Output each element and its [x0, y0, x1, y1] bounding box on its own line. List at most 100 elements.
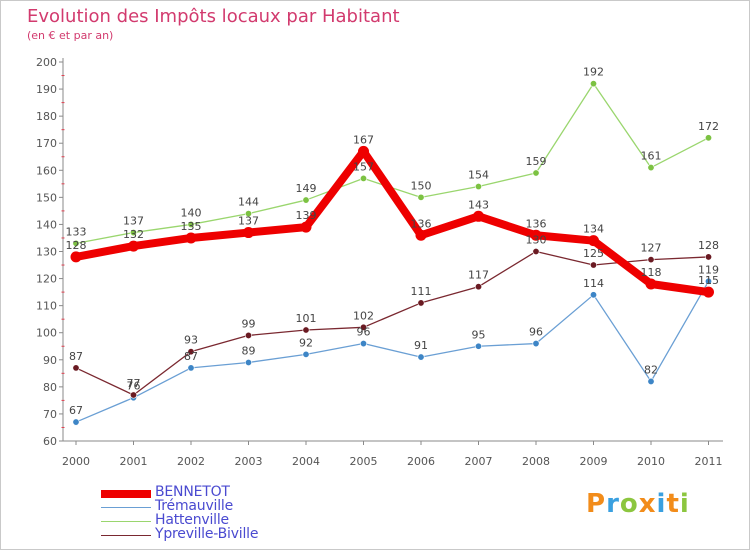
data-point-ypreville-biville [72, 364, 80, 372]
chart-axes: 60 70 80 90 100 110 120 130 140 150 160 170 180 190 20… [36, 56, 723, 468]
data-label-tremauville: 92 [299, 336, 313, 349]
data-label-hattenville: 157 [353, 160, 374, 173]
data-label-ypreville-biville: 130 [526, 234, 547, 247]
data-label-tremauville: 67 [69, 404, 83, 417]
data-point-ypreville-biville [417, 299, 425, 307]
data-label-ypreville-biville: 77 [127, 377, 141, 390]
data-label-hattenville: 144 [238, 196, 259, 209]
logo-letter: x [638, 489, 657, 519]
data-point-bennetot [415, 229, 427, 241]
data-label-tremauville: 95 [472, 328, 486, 341]
data-label-ypreville-biville: 111 [411, 285, 432, 298]
data-label-bennetot: 128 [66, 239, 87, 252]
y-minor-tick [61, 102, 65, 104]
legend-swatch-ypreville-biville [101, 535, 151, 536]
logo-letter: i [656, 489, 667, 519]
data-label-tremauville: 91 [414, 339, 428, 352]
legend-label-hattenville: Hattenville [155, 512, 229, 528]
data-label-tremauville: 82 [644, 363, 658, 376]
legend-label-tremauville: Trémauville [155, 498, 234, 514]
data-label-bennetot: 143 [468, 198, 489, 211]
data-point-bennetot [358, 145, 369, 157]
y-minor-tick [61, 156, 65, 158]
y-minor-tick [61, 318, 65, 320]
chart-series [70, 80, 714, 426]
series-line-ypreville-biville [75, 250, 710, 396]
y-minor-tick [61, 75, 65, 77]
data-label-hattenville: 192 [583, 66, 604, 79]
data-point-bennetot [588, 235, 599, 247]
data-label-hattenville: 161 [641, 150, 662, 163]
data-label-ypreville-biville: 102 [353, 309, 374, 322]
data-label-bennetot: 139 [296, 209, 317, 222]
x-tick-label: 2009 [580, 455, 608, 468]
data-point-hattenville [417, 193, 425, 201]
data-point-hattenville [704, 134, 712, 142]
data-point-bennetot [473, 210, 484, 222]
data-label-ypreville-biville: 99 [242, 317, 256, 330]
data-point-ypreville-biville [302, 326, 310, 334]
data-label-bennetot: 118 [641, 266, 662, 279]
data-label-tremauville: 89 [242, 344, 256, 357]
data-point-tremauville [302, 350, 310, 358]
y-tick-label: 60 [43, 435, 57, 448]
data-label-hattenville: 154 [468, 169, 489, 182]
data-point-hattenville [589, 80, 597, 88]
data-point-ypreville-biville [532, 248, 540, 256]
data-point-bennetot [185, 232, 197, 244]
data-label-bennetot: 136 [411, 217, 432, 230]
y-tick-label: 80 [43, 381, 57, 394]
data-label-ypreville-biville: 125 [583, 247, 604, 260]
x-tick-label: 2007 [465, 455, 493, 468]
x-tick-label: 2000 [62, 455, 90, 468]
y-tick-label: 120 [36, 273, 57, 286]
data-label-ypreville-biville: 93 [184, 334, 198, 347]
logo-letter: P [586, 489, 607, 519]
x-tick-label: 2010 [637, 455, 665, 468]
series-line-hattenville [75, 83, 710, 245]
data-label-bennetot: 135 [181, 220, 202, 233]
x-tick-label: 2001 [120, 455, 148, 468]
data-label-bennetot: 132 [123, 228, 144, 241]
data-point-tremauville [72, 418, 80, 426]
data-label-ypreville-biville: 101 [296, 312, 317, 325]
data-label-hattenville: 137 [123, 215, 144, 228]
data-point-tremauville [474, 342, 482, 350]
data-point-hattenville [359, 174, 367, 182]
legend-swatch-bennetot [101, 490, 151, 498]
data-point-bennetot [703, 286, 714, 298]
data-label-tremauville: 76 [127, 380, 141, 393]
y-tick-label: 190 [36, 83, 57, 96]
data-label-ypreville-biville: 128 [698, 239, 719, 252]
data-point-hattenville [302, 196, 310, 204]
series-line-tremauville [75, 280, 710, 423]
data-label-bennetot: 134 [583, 223, 604, 236]
y-tick-label: 100 [36, 327, 57, 340]
chart-subtitle: (en € et par an) [27, 29, 114, 42]
data-point-ypreville-biville [359, 323, 367, 331]
x-tick-label: 2006 [407, 455, 435, 468]
series-line-bennetot [72, 147, 713, 297]
data-point-bennetot [128, 240, 139, 252]
data-point-tremauville [245, 358, 253, 366]
y-tick-label: 170 [36, 137, 57, 150]
x-tick-label: 2002 [177, 455, 205, 468]
y-tick-label: 70 [43, 408, 57, 421]
y-tick-label: 130 [36, 246, 57, 259]
data-label-bennetot: 167 [353, 133, 374, 146]
data-label-ypreville-biville: 87 [69, 350, 83, 363]
y-minor-tick [61, 183, 65, 185]
data-label-tremauville: 87 [184, 350, 198, 363]
y-minor-tick [61, 237, 65, 239]
y-minor-tick [61, 372, 65, 374]
data-label-tremauville: 96 [529, 326, 543, 339]
data-label-hattenville: 159 [526, 155, 547, 168]
y-tick-label: 200 [36, 56, 57, 69]
data-label-tremauville: 114 [583, 277, 604, 290]
data-label-tremauville: 96 [357, 326, 371, 339]
data-point-ypreville-biville [130, 391, 138, 399]
data-point-tremauville [187, 364, 195, 372]
x-tick-label: 2004 [292, 455, 320, 468]
data-point-bennetot [645, 278, 657, 290]
